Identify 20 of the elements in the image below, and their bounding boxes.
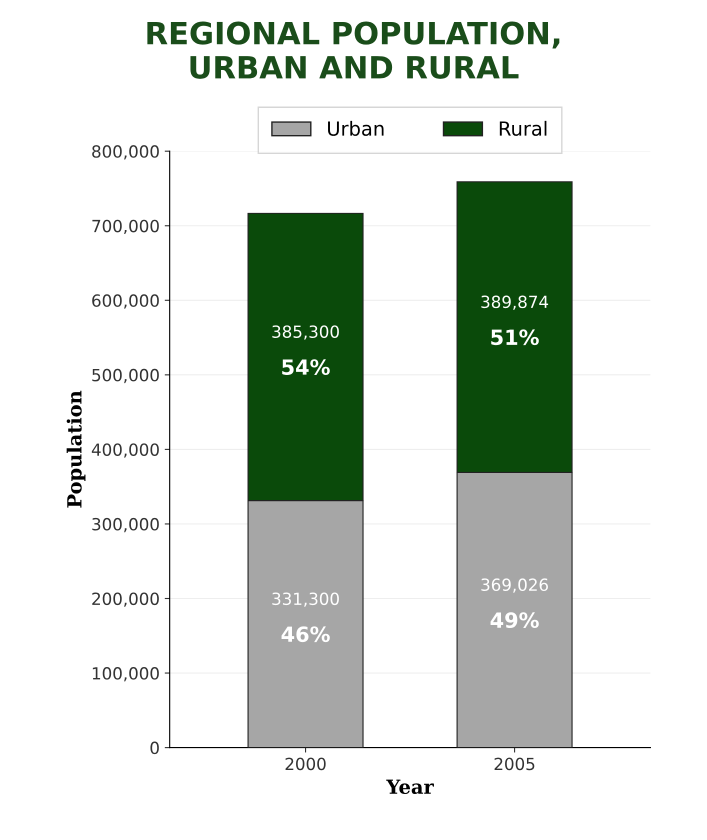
y-tick-label: 100,000 <box>92 667 159 682</box>
x-axis-title: Year <box>386 780 434 794</box>
x-tick-label: 2005 <box>494 758 534 770</box>
y-tick-label: 400,000 <box>92 443 159 458</box>
data-label: 331,300 46% <box>272 592 339 642</box>
data-label: 369,026 49% <box>481 578 548 628</box>
y-tick-label: 500,000 <box>92 368 159 384</box>
y-axis-title: Population <box>66 390 86 508</box>
y-tick-label: 800,000 <box>92 145 159 160</box>
data-label: 389,874 51% <box>481 296 548 346</box>
y-tick-label: 600,000 <box>92 294 159 309</box>
legend-label: Rural <box>500 120 546 136</box>
legend-label: Urban <box>328 120 384 136</box>
x-tick-label: 2000 <box>286 758 326 770</box>
data-label: 385,300 54% <box>272 325 339 375</box>
y-tick-label: 700,000 <box>92 220 159 234</box>
y-tick-label: 0 <box>150 742 159 754</box>
y-tick-label: 300,000 <box>92 518 159 532</box>
y-tick-label: 200,000 <box>92 592 159 607</box>
chart-title: REGIONAL POPULATION, URBAN AND RURAL <box>147 22 560 79</box>
